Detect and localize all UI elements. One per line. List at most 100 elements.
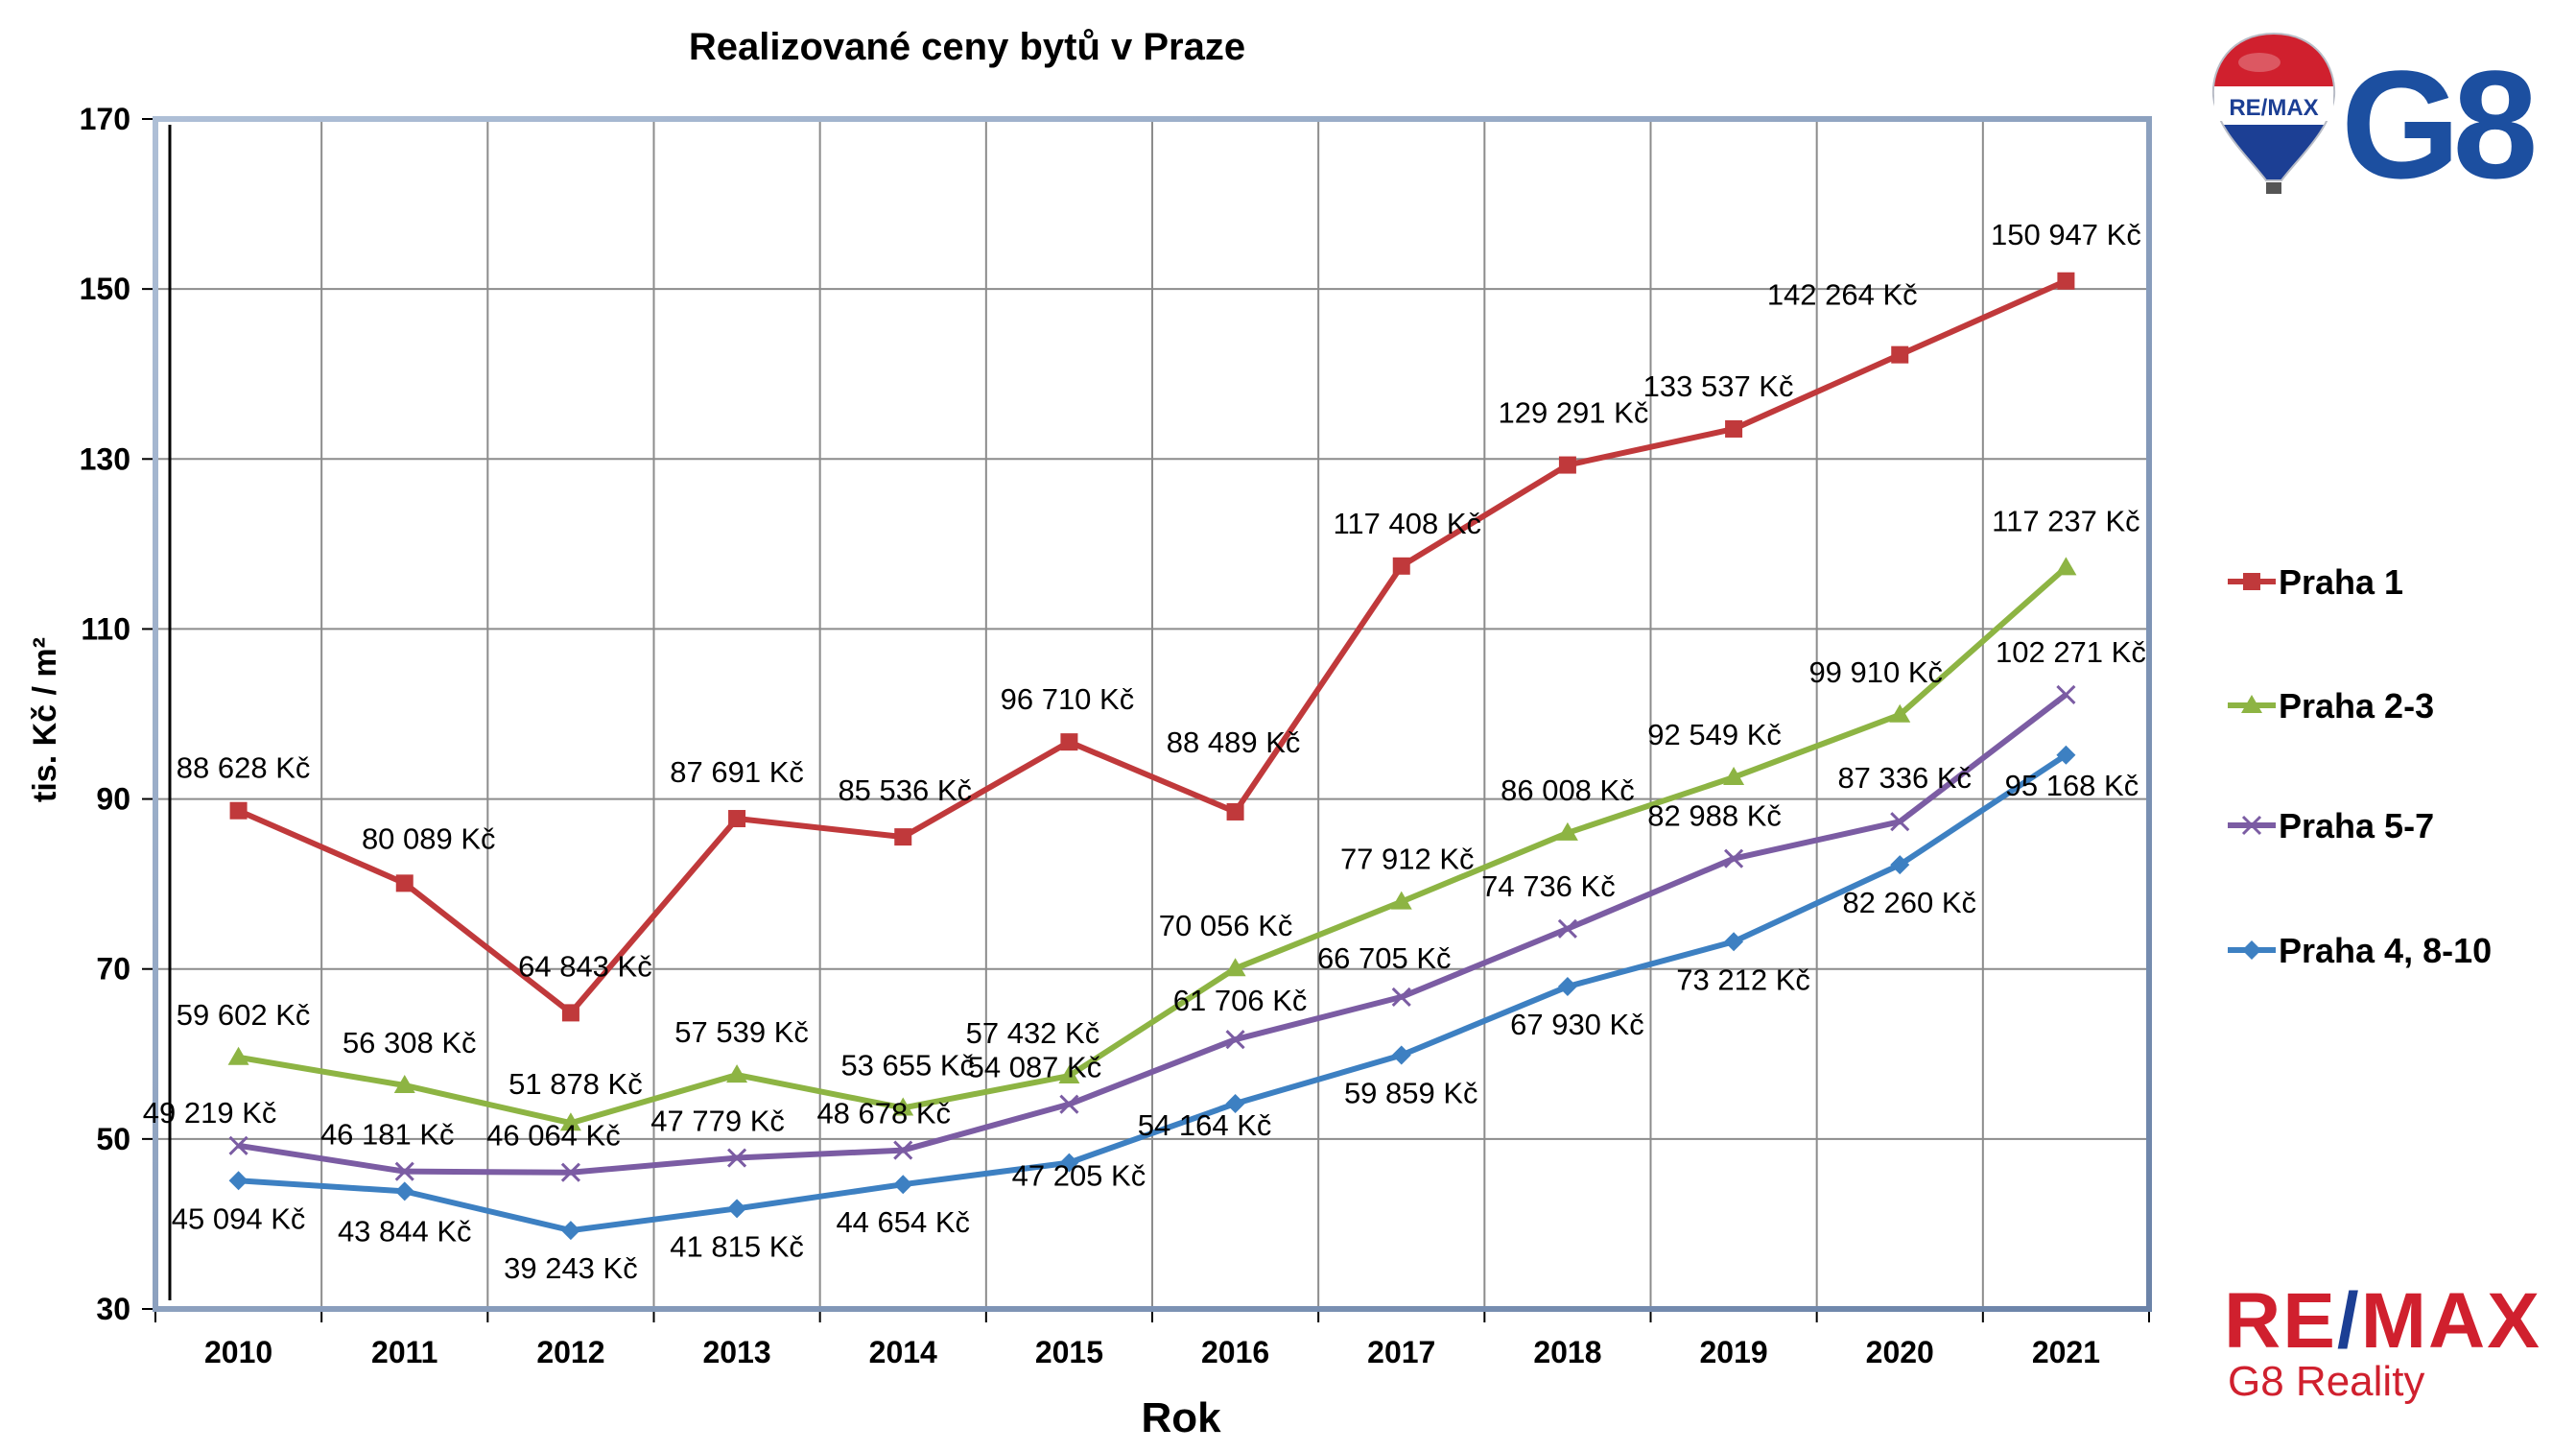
legend-item: Praha 5-7 bbox=[2228, 806, 2434, 845]
y-axis-label: tis. Kč / m² bbox=[27, 637, 63, 802]
x-tick-label: 2014 bbox=[869, 1335, 937, 1369]
y-tick-label: 70 bbox=[96, 952, 130, 987]
data-point bbox=[1558, 456, 1576, 474]
data-point bbox=[1224, 958, 1246, 977]
data-point bbox=[2057, 272, 2075, 290]
data-label: 117 408 Kč bbox=[1333, 507, 1481, 540]
series-praha-1 bbox=[229, 272, 2075, 1022]
data-point bbox=[1059, 1094, 1079, 1114]
plot-frame bbox=[153, 116, 2152, 1312]
x-tick-label: 2011 bbox=[371, 1335, 437, 1369]
data-label: 92 549 Kč bbox=[1647, 718, 1782, 751]
data-point bbox=[1556, 821, 1578, 841]
data-point bbox=[1724, 848, 1744, 868]
data-point bbox=[560, 1221, 580, 1241]
data-label: 133 537 Kč bbox=[1643, 369, 1794, 403]
data-point bbox=[1390, 891, 1412, 910]
x-tick-label: 2010 bbox=[204, 1335, 272, 1369]
y-tick-label: 30 bbox=[96, 1292, 130, 1326]
x-tick-label: 2021 bbox=[2032, 1335, 2100, 1369]
legend-label: Praha 1 bbox=[2279, 562, 2403, 602]
data-label: 46 064 Kč bbox=[486, 1119, 621, 1153]
data-point bbox=[2055, 557, 2077, 576]
series-praha-2-3 bbox=[227, 557, 2077, 1131]
data-point bbox=[1557, 918, 1577, 939]
data-point bbox=[228, 1135, 248, 1155]
data-point bbox=[1058, 1065, 1080, 1084]
remax-subtitle: G8 Reality bbox=[2228, 1358, 2425, 1405]
y-tick-label: 150 bbox=[80, 272, 130, 306]
series-layer bbox=[227, 272, 2077, 1241]
data-point bbox=[2056, 684, 2076, 704]
x-tick-label: 2017 bbox=[1367, 1335, 1435, 1369]
data-label: 59 602 Kč bbox=[177, 998, 311, 1032]
legend: Praha 1 Praha 2-3 Praha 5-7 Praha 4, 8-10 bbox=[2228, 562, 2492, 970]
series-praha-5-7 bbox=[228, 684, 2076, 1182]
data-point bbox=[229, 801, 248, 820]
data-point bbox=[1725, 419, 1743, 438]
data-label: 39 243 Kč bbox=[504, 1251, 638, 1285]
legend-marker bbox=[2242, 940, 2261, 960]
data-point bbox=[1723, 766, 1745, 785]
data-point bbox=[1392, 557, 1410, 575]
y-tick-label: 90 bbox=[96, 782, 130, 817]
data-label: 82 260 Kč bbox=[1842, 886, 1976, 919]
data-label: 102 271 Kč bbox=[1996, 635, 2146, 669]
data-point bbox=[1889, 703, 1911, 723]
data-label: 87 336 Kč bbox=[1837, 761, 1972, 795]
data-label: 66 705 Kč bbox=[1317, 941, 1452, 975]
data-point bbox=[394, 1181, 414, 1201]
data-label: 57 539 Kč bbox=[674, 1015, 809, 1049]
data-label: 47 779 Kč bbox=[650, 1105, 785, 1138]
y-tick-label: 50 bbox=[96, 1122, 130, 1156]
data-label: 73 212 Kč bbox=[1676, 963, 1810, 996]
series-line bbox=[238, 565, 2068, 1127]
g8-logo: G8 bbox=[2341, 38, 2538, 210]
data-point bbox=[726, 1064, 748, 1083]
series-line bbox=[238, 752, 2068, 1234]
series-line bbox=[237, 278, 2068, 1016]
x-tick-label: 2018 bbox=[1533, 1335, 1601, 1369]
data-point bbox=[1060, 733, 1078, 751]
data-labels: 88 628 Kč 80 089 Kč 64 843 Kč 87 691 Kč 85 5… bbox=[143, 218, 2146, 1285]
data-point bbox=[1724, 932, 1744, 952]
data-point bbox=[1391, 1045, 1411, 1065]
legend-item: Praha 1 bbox=[2228, 562, 2403, 602]
data-label: 85 536 Kč bbox=[838, 773, 972, 807]
data-label: 51 878 Kč bbox=[508, 1067, 643, 1101]
data-label: 70 056 Kč bbox=[1159, 909, 1293, 942]
legend-item: Praha 4, 8-10 bbox=[2228, 931, 2492, 970]
y-tick-label: 110 bbox=[81, 611, 130, 646]
x-tick-label: 2020 bbox=[1866, 1335, 1934, 1369]
data-label: 82 988 Kč bbox=[1647, 799, 1782, 833]
data-label: 88 489 Kč bbox=[1167, 726, 1301, 759]
data-point bbox=[728, 810, 746, 828]
data-point bbox=[1225, 1030, 1245, 1050]
remax-wordmark-slash: / bbox=[2336, 1277, 2361, 1365]
x-tick-label: 2013 bbox=[702, 1335, 770, 1369]
data-label: 54 164 Kč bbox=[1138, 1108, 1272, 1142]
balloon-text: RE/MAX bbox=[2229, 95, 2318, 121]
data-label: 43 844 Kč bbox=[338, 1214, 472, 1248]
x-tick-label: 2012 bbox=[536, 1335, 604, 1369]
data-label: 117 237 Kč bbox=[1992, 504, 2140, 537]
remax-wordmark-max: MAX bbox=[2360, 1277, 2541, 1365]
data-label: 59 859 Kč bbox=[1344, 1077, 1478, 1110]
data-label: 54 087 Kč bbox=[968, 1051, 1102, 1084]
data-point bbox=[394, 1161, 414, 1181]
x-tick-label: 2019 bbox=[1699, 1335, 1767, 1369]
data-point bbox=[561, 1004, 579, 1022]
data-point bbox=[395, 874, 414, 892]
data-point bbox=[1391, 987, 1411, 1007]
legend-label: Praha 4, 8-10 bbox=[2279, 931, 2492, 970]
y-tick-label: 170 bbox=[80, 102, 130, 136]
data-label: 47 205 Kč bbox=[1012, 1159, 1146, 1193]
data-point bbox=[1059, 1153, 1079, 1173]
data-label: 46 181 Kč bbox=[320, 1118, 455, 1152]
chart-title: Realizované ceny bytů v Praze bbox=[689, 26, 1245, 68]
data-label: 142 264 Kč bbox=[1767, 278, 1918, 312]
series-praha-4-8-10 bbox=[228, 745, 2076, 1241]
legend-item: Praha 2-3 bbox=[2228, 686, 2434, 726]
data-point bbox=[1225, 1093, 1245, 1113]
data-point bbox=[228, 1171, 248, 1191]
